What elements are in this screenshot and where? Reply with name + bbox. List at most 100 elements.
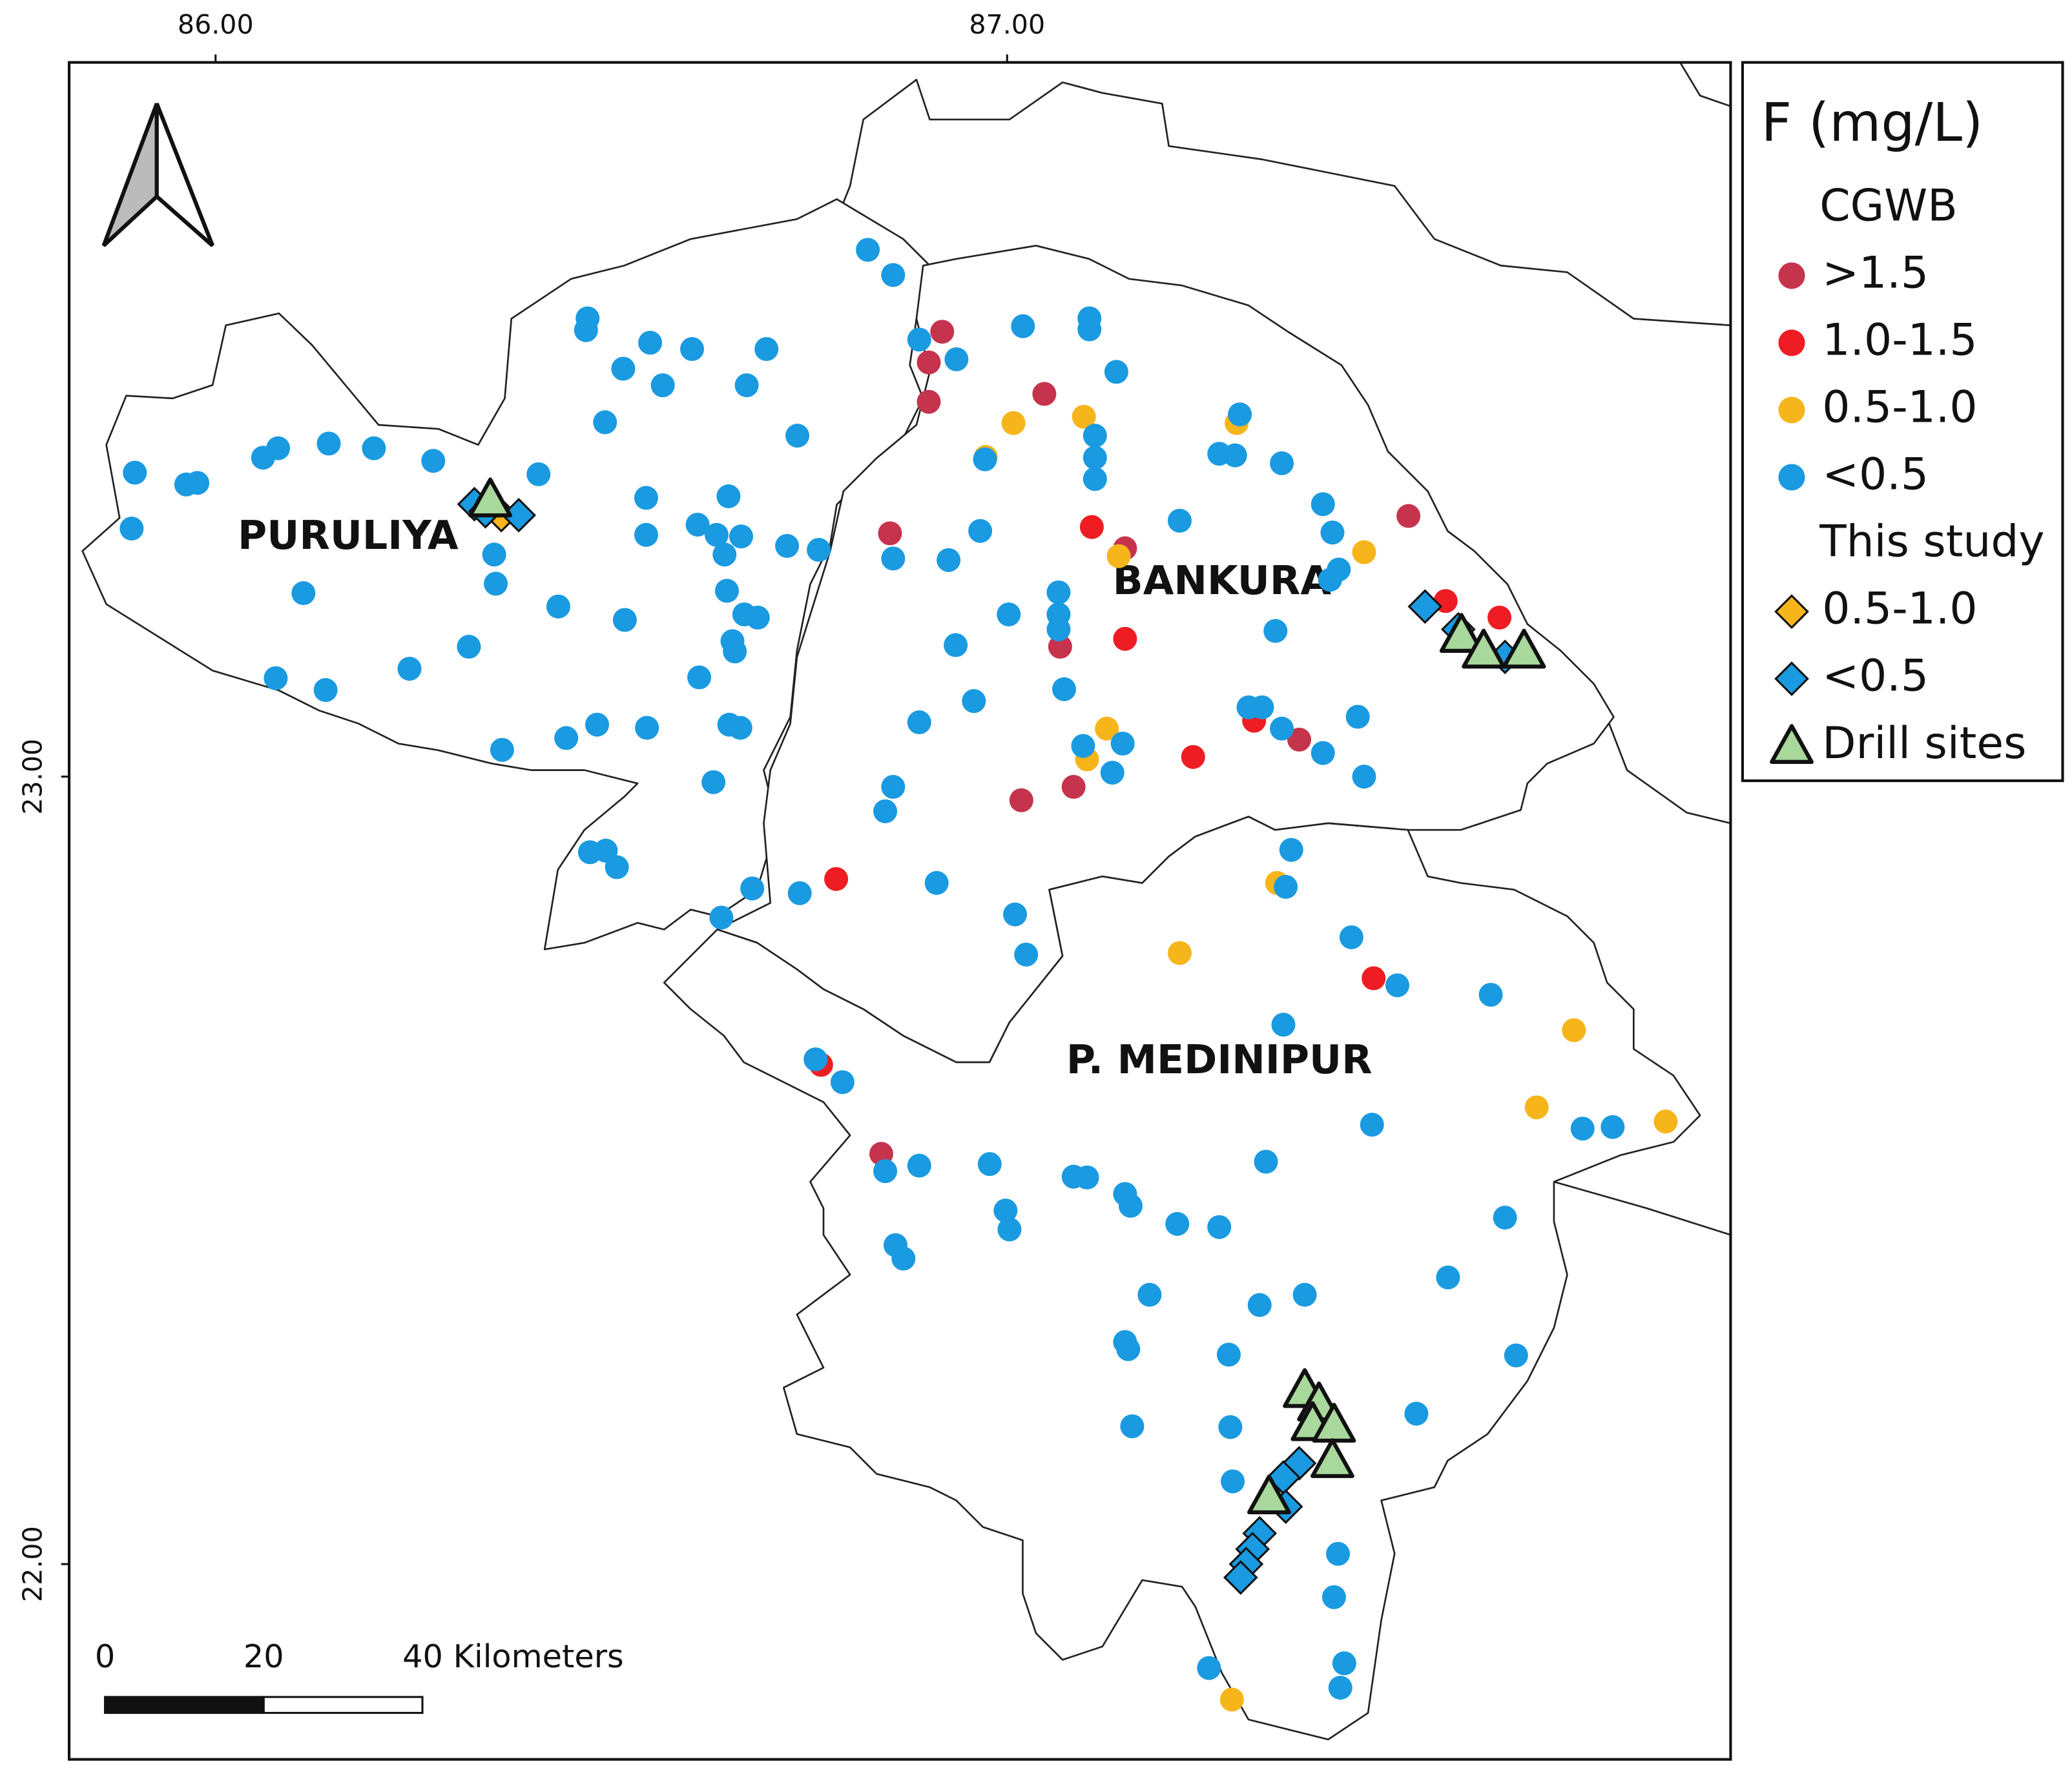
sample-point: [1352, 765, 1376, 789]
sample-point: [1167, 941, 1192, 965]
sample-point: [119, 517, 144, 541]
sample-point: [1100, 761, 1124, 785]
sample-point: [1362, 966, 1386, 991]
sample-point: [1326, 1541, 1351, 1566]
legend-label: Drill sites: [1822, 718, 2026, 769]
coordinate-labels: 86.00 87.00 22.00 23.00: [17, 9, 1046, 1602]
sample-point: [729, 524, 754, 549]
sample-point: [740, 876, 765, 901]
sample-point: [1407, 589, 1443, 624]
sample-point: [638, 331, 663, 355]
sample-point: [1487, 605, 1512, 630]
sample-point: [1504, 1343, 1528, 1368]
sample-point: [1207, 1215, 1232, 1239]
legend-marker: [1778, 464, 1805, 491]
sample-point: [1321, 1585, 1346, 1609]
sample-point: [1339, 925, 1363, 949]
sample-point: [973, 447, 997, 471]
sample-point: [1250, 695, 1274, 719]
legend-marker: [1778, 396, 1805, 424]
sample-point: [687, 665, 712, 690]
legend-marker: [1774, 661, 1809, 697]
sample-point: [1292, 1282, 1317, 1307]
sample-point: [993, 1199, 1018, 1223]
legend-marker: [1774, 594, 1809, 629]
sample-point: [1104, 360, 1128, 384]
sample-point: [709, 905, 734, 930]
drill-site: [1462, 628, 1506, 669]
sample-point: [1287, 727, 1312, 752]
sample-point: [1247, 1293, 1272, 1317]
sample-point: [1436, 1265, 1460, 1290]
sample-point: [526, 462, 551, 486]
x-tick-label: 86.00: [178, 9, 254, 40]
sample-point: [1052, 677, 1077, 701]
legend-group-title: This study: [1819, 517, 2044, 568]
legend-marker: [1778, 329, 1805, 356]
sample-point: [1079, 515, 1104, 539]
sample-point: [1311, 492, 1335, 517]
scale-label: 40 Kilometers: [402, 1638, 624, 1675]
sample-point: [1352, 540, 1376, 564]
sample-point: [1032, 382, 1057, 406]
legend-label: 1.0-1.5: [1822, 314, 1977, 365]
sample-point: [1046, 580, 1071, 604]
sample-point: [881, 546, 906, 571]
sample-point: [291, 581, 316, 606]
sample-point: [1083, 424, 1107, 448]
sample-point: [1083, 467, 1107, 491]
sample-point: [1404, 1401, 1429, 1426]
sample-point: [924, 870, 949, 895]
sample-point: [1653, 1109, 1678, 1134]
sample-point: [316, 431, 341, 456]
region-label: P. MEDINIPUR: [1066, 1036, 1373, 1083]
sample-point: [1570, 1117, 1595, 1141]
sample-point: [1320, 520, 1345, 545]
sample-point: [1165, 1211, 1190, 1236]
state-boundary: [1553, 1180, 1731, 1236]
sample-point: [1223, 1560, 1258, 1595]
sample-point: [574, 318, 598, 342]
sample-point: [1113, 626, 1137, 651]
sample-point: [635, 715, 659, 740]
state-boundary: [1593, 683, 1731, 825]
scale-label: 20: [243, 1638, 284, 1675]
sample-point: [397, 657, 422, 681]
sample-point: [1396, 504, 1421, 528]
sample-point: [1120, 1414, 1145, 1439]
sample-point: [1071, 734, 1095, 758]
sample-point: [1311, 741, 1335, 765]
region-label: PURULIYA: [238, 512, 459, 559]
sample-point: [1254, 1149, 1278, 1174]
sample-point: [881, 775, 906, 799]
sample-point: [554, 726, 579, 750]
sample-point: [878, 521, 902, 546]
sample-point: [856, 238, 880, 262]
legend-marker: [1770, 724, 1814, 764]
sample-point: [712, 542, 737, 567]
legend: CGWB >1.5 1.0-1.5 0.5-1.0 <0.5 This study 0.5-…: [1770, 180, 2045, 769]
legend-marker: [1778, 262, 1805, 289]
legend-title: F (mg/L): [1761, 92, 1984, 154]
sample-point: [917, 389, 941, 414]
sample-point: [1271, 1013, 1296, 1037]
sample-point: [1003, 902, 1028, 927]
legend-label: <0.5: [1822, 651, 1929, 702]
sample-point: [1083, 446, 1107, 470]
legend-label: 0.5-1.0: [1822, 382, 1977, 433]
sample-point: [891, 1246, 916, 1271]
sample-point: [1046, 617, 1071, 642]
sample-point: [421, 449, 446, 473]
sample-point: [1219, 1687, 1244, 1712]
sample-point: [1345, 705, 1370, 729]
x-tick-label: 87.00: [969, 9, 1045, 40]
sample-point: [917, 350, 941, 375]
sample-point: [1197, 1656, 1221, 1680]
district-puruliya: [81, 198, 931, 951]
sample-point: [728, 715, 752, 740]
scale-bar: 0 20 40 Kilometers: [95, 1638, 624, 1714]
region-label: BANKURA: [1113, 557, 1332, 604]
sample-point: [1137, 1282, 1162, 1307]
state-boundary: [822, 79, 1731, 327]
sample-point: [634, 486, 658, 510]
